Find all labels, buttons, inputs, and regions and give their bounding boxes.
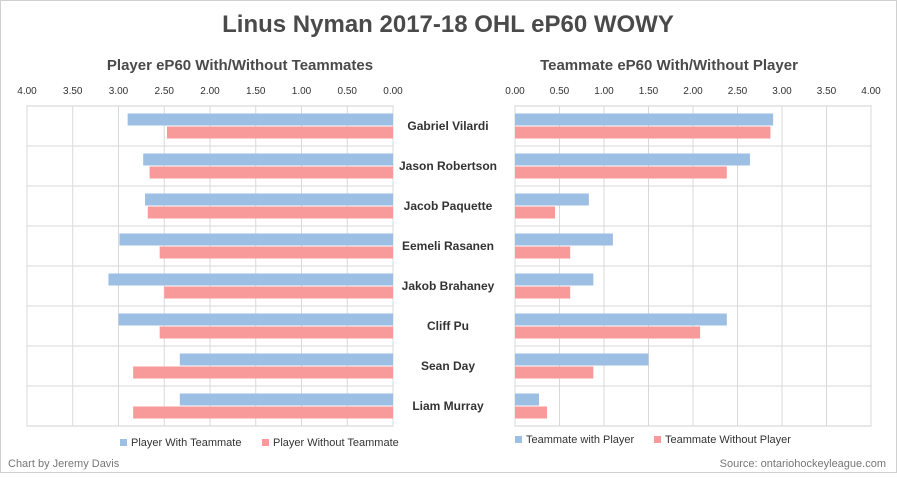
left-x-tick-label: 2.50 [155, 86, 175, 97]
left-panel: 4.00 3.50 3.00 2.50 2.00 1.50 1.00 0.50 0.00 [17, 86, 403, 427]
legend-swatch-player-without [262, 439, 269, 446]
right-bar-teammate-with-player-jacob-paquette [515, 193, 589, 206]
right-x-tick-label: 4.00 [861, 86, 881, 97]
player-label-jason-robertson: Jason Robertson [399, 159, 497, 173]
right-bar-teammate-with-player-gabriel-vilardi [515, 113, 774, 126]
right-x-tick-label: 2.50 [728, 86, 748, 97]
left-x-tick-label: 1.00 [292, 86, 312, 97]
right-bar-teammate-without-player-jakob-brahaney [515, 286, 571, 299]
right-bar-teammate-with-player-sean-day [515, 353, 649, 366]
left-x-tick-label: 2.00 [200, 86, 220, 97]
player-label-jacob-paquette: Jacob Paquette [404, 199, 493, 213]
legend-swatch-player-with [120, 439, 127, 446]
left-x-tick-label: 3.00 [109, 86, 129, 97]
right-bar-teammate-without-player-liam-murray [515, 406, 548, 419]
right-bar-teammate-without-player-sean-day [515, 366, 594, 379]
chart-title: Linus Nyman 2017-18 OHL eP60 WOWY [222, 11, 674, 38]
left-x-tick-label: 3.50 [63, 86, 83, 97]
left-bar-player-with-teammate-gabriel-vilardi [127, 113, 394, 126]
player-label-jakob-brahaney: Jakob Brahaney [402, 279, 495, 293]
left-legend: Player With Teammate Player Without Team… [120, 437, 399, 449]
player-label-sean-day: Sean Day [421, 359, 475, 373]
right-bar-teammate-without-player-jason-robertson [515, 166, 727, 179]
left-panel-title: Player eP60 With/Without Teammates [107, 57, 373, 74]
left-bar-player-without-teammate-jason-robertson [149, 166, 393, 179]
right-x-tick-label: 3.50 [817, 86, 837, 97]
left-bar-player-with-teammate-cliff-pu [118, 313, 393, 326]
left-bar-player-without-teammate-cliff-pu [159, 326, 393, 339]
legend-label-teammate-with: Teammate with Player [526, 434, 635, 446]
right-x-tick-label: 1.50 [639, 86, 659, 97]
right-bar-teammate-without-player-jacob-paquette [515, 206, 556, 219]
player-labels: Gabriel Vilardi Jason Robertson Jacob Paqu… [399, 119, 497, 413]
legend-label-player-without: Player Without Teammate [273, 437, 399, 449]
legend-swatch-teammate-without [654, 436, 661, 443]
left-bar-player-with-teammate-jakob-brahaney [108, 273, 393, 286]
right-bar-teammate-with-player-jason-robertson [515, 153, 750, 166]
right-bar-teammate-without-player-gabriel-vilardi [515, 126, 771, 139]
right-x-tick-label: 0.50 [550, 86, 570, 97]
left-bar-player-with-teammate-eemeli-rasanen [119, 233, 393, 246]
legend-label-teammate-without: Teammate Without Player [665, 434, 791, 446]
right-panel-title: Teammate eP60 With/Without Player [540, 57, 798, 74]
left-x-tick-label: 0.00 [383, 86, 403, 97]
right-bar-teammate-with-player-jakob-brahaney [515, 273, 594, 286]
left-bar-player-with-teammate-jason-robertson [143, 153, 393, 166]
left-bar-player-without-teammate-sean-day [133, 366, 393, 379]
right-x-tick-label: 1.00 [594, 86, 614, 97]
player-label-liam-murray: Liam Murray [412, 399, 484, 413]
right-x-tick-label: 3.00 [772, 86, 792, 97]
right-bar-teammate-without-player-eemeli-rasanen [515, 246, 571, 259]
left-bar-player-with-teammate-liam-murray [179, 393, 393, 406]
player-label-eemeli-rasanen: Eemeli Rasanen [402, 239, 494, 253]
legend-swatch-teammate-with [515, 436, 522, 443]
chart-source: Source: ontariohockeyleague.com [720, 458, 886, 470]
left-bar-player-without-teammate-eemeli-rasanen [159, 246, 393, 259]
left-x-tick-label: 0.50 [338, 86, 358, 97]
right-x-tick-label: 2.00 [683, 86, 703, 97]
left-x-tick-label: 4.00 [17, 86, 37, 97]
right-bar-teammate-with-player-eemeli-rasanen [515, 233, 613, 246]
legend-label-player-with: Player With Teammate [131, 437, 241, 449]
right-bar-teammate-with-player-liam-murray [515, 393, 540, 406]
right-legend: Teammate with Player Teammate Without Pl… [515, 434, 791, 446]
left-bar-player-with-teammate-sean-day [179, 353, 393, 366]
left-bar-player-without-teammate-jakob-brahaney [164, 286, 393, 299]
left-x-tick-label: 1.50 [246, 86, 266, 97]
left-bar-player-without-teammate-liam-murray [133, 406, 393, 419]
player-label-cliff-pu: Cliff Pu [427, 319, 469, 333]
right-panel: 0.00 0.50 1.00 1.50 2.00 2.50 3.00 3.50 4.00 [505, 86, 881, 427]
right-bar-teammate-with-player-cliff-pu [515, 313, 727, 326]
right-x-tick-label: 0.00 [505, 86, 525, 97]
left-bar-player-with-teammate-jacob-paquette [145, 193, 393, 206]
right-bar-teammate-without-player-cliff-pu [515, 326, 701, 339]
left-bar-player-without-teammate-gabriel-vilardi [166, 126, 393, 139]
player-label-gabriel-vilardi: Gabriel Vilardi [407, 119, 488, 133]
left-bar-player-without-teammate-jacob-paquette [147, 206, 393, 219]
chart-credit: Chart by Jeremy Davis [8, 458, 120, 470]
